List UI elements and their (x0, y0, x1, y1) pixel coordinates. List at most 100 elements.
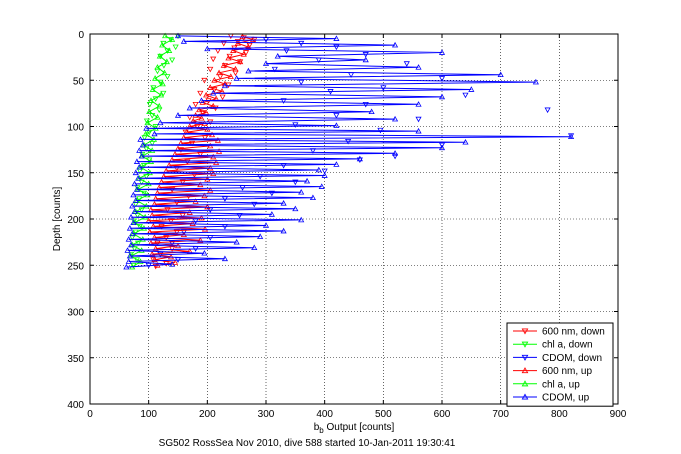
data-point-600-nm-up (225, 54, 232, 61)
x-axis-label-main: b (314, 422, 320, 433)
legend-label: CDOM, down (542, 353, 602, 364)
legend-entry-cdom-down: CDOM, down (513, 353, 602, 364)
data-point-600-nm-up (207, 84, 214, 90)
y-tick-label: 150 (67, 169, 84, 180)
data-point-cdom-up (438, 49, 446, 55)
data-point-cdom-up (262, 60, 270, 66)
data-point-cdom-up (132, 169, 139, 176)
data-point-chl-a-down (160, 90, 167, 97)
data-point-cdom-up (415, 127, 422, 134)
data-point-cdom-up (151, 130, 158, 137)
data-point-cdom-up (415, 64, 422, 70)
data-point-cdom-up (127, 241, 135, 248)
data-point-cdom-down (333, 44, 340, 51)
data-point-cdom-up (169, 261, 176, 267)
data-point-cdom-down (298, 79, 305, 86)
data-point-cdom-up (298, 188, 305, 195)
data-point-600-nm-down (242, 50, 250, 56)
data-point-cdom-up (438, 93, 446, 100)
data-point-cdom-up (257, 233, 264, 239)
data-point-chl-a-up (169, 36, 176, 42)
data-point-chl-a-down (169, 57, 176, 64)
data-point-chl-a-down (135, 240, 142, 247)
data-point-cdom-down (438, 76, 446, 82)
data-point-chl-a-down (152, 124, 159, 130)
data-point-cdom-up (143, 125, 150, 131)
data-point-cdom-up (280, 200, 287, 206)
data-point-600-nm-up (196, 106, 203, 113)
data-point-chl-a-up (154, 64, 161, 70)
legend-entry-600-nm-down: 600 nm, down (513, 327, 605, 338)
data-point-cdom-up (497, 71, 504, 78)
data-point-cdom-up (186, 104, 193, 111)
x-tick-label: 0 (87, 409, 93, 420)
data-point-cdom-up (131, 180, 138, 187)
data-point-cdom-down (321, 168, 328, 175)
legend-marker (521, 354, 529, 361)
y-tick-label: 300 (67, 308, 84, 319)
data-point-cdom-up (137, 136, 144, 142)
data-point-cdom-up (274, 52, 281, 59)
series-cdom-up (123, 32, 575, 270)
data-point-600-nm-down (197, 90, 204, 97)
data-point-chl-a-up (157, 91, 165, 98)
data-point-cdom-up (415, 101, 422, 107)
data-point-600-nm-up (237, 58, 244, 65)
data-point-chl-a-up (166, 47, 173, 53)
data-point-600-nm-up (230, 47, 237, 53)
data-point-cdom-up (233, 75, 240, 81)
data-point-600-nm-up (204, 203, 211, 210)
data-point-chl-a-up (149, 86, 156, 92)
data-point-cdom-down (292, 179, 299, 186)
x-tick-label: 600 (434, 409, 451, 420)
legend-label: chl a, up (542, 379, 580, 390)
data-point-cdom-up (130, 219, 137, 226)
data-point-600-nm-down (192, 101, 199, 108)
data-point-chl-a-up (156, 102, 163, 109)
data-point-cdom-up (127, 213, 135, 220)
legend-marker (521, 341, 529, 348)
y-tick-label: 350 (67, 354, 84, 365)
data-point-600-nm-up (245, 43, 252, 50)
data-point-600-nm-up (227, 73, 234, 79)
data-point-600-nm-up (189, 220, 196, 226)
data-point-cdom-up (125, 236, 132, 242)
data-point-chl-a-up (162, 32, 169, 39)
data-point-600-nm-down (234, 39, 241, 45)
data-point-chl-a-up (159, 41, 166, 48)
data-point-cdom-up (139, 141, 146, 148)
data-point-chl-a-up (163, 58, 170, 65)
data-point-cdom-up (126, 252, 133, 259)
data-point-600-nm-down (201, 77, 208, 84)
data-point-cdom-down (192, 218, 199, 225)
data-point-cdom-up (362, 56, 369, 63)
x-axis-label-subscript: b (319, 426, 324, 435)
data-point-cdom-up (129, 230, 136, 237)
data-point-600-nm-up (171, 259, 179, 265)
data-point-cdom-up (245, 67, 252, 74)
x-axis-label: bb Output [counts] (314, 422, 395, 435)
x-tick-label: 100 (140, 409, 157, 420)
data-point-chl-a-up (156, 52, 163, 59)
legend-marker (521, 380, 529, 387)
data-point-chl-a-up (154, 114, 161, 120)
data-point-600-nm-up (198, 114, 205, 121)
data-point-600-nm-up (234, 40, 241, 46)
data-point-600-nm-up (215, 69, 223, 76)
legend-label: 600 nm, down (542, 327, 605, 338)
data-point-chl-a-down (164, 74, 171, 80)
data-point-cdom-down (415, 116, 422, 123)
data-point-600-nm-up (240, 51, 247, 57)
data-point-cdom-up (391, 115, 399, 122)
data-point-chl-a-up (144, 119, 151, 126)
data-point-cdom-up (174, 112, 182, 118)
x-tick-label: 700 (492, 409, 509, 420)
data-point-600-nm-up (197, 237, 204, 243)
data-point-cdom-up (135, 175, 142, 181)
x-tick-label: 300 (258, 409, 275, 420)
data-point-cdom-up (131, 208, 138, 214)
data-point-600-nm-down (210, 56, 217, 63)
data-point-cdom-down (391, 153, 399, 160)
data-point-cdom-up (438, 144, 446, 151)
